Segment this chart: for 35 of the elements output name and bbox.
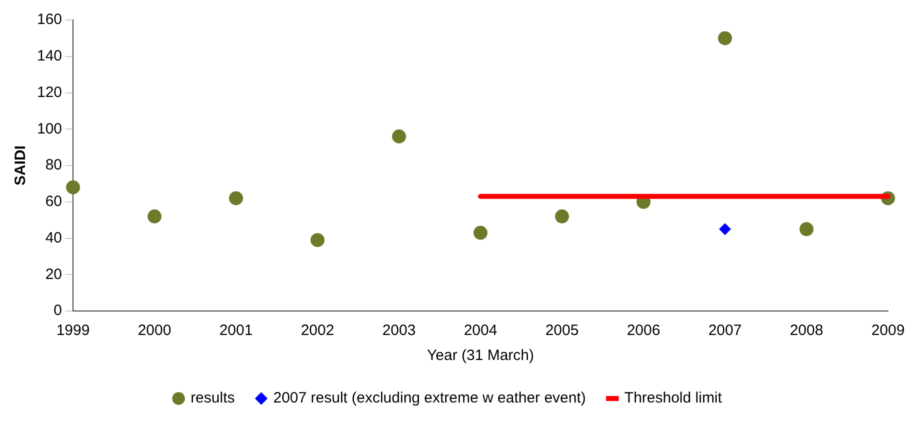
x-tick-label: 2006 [626, 322, 660, 340]
point [719, 223, 732, 236]
x-tick-label: 1999 [56, 322, 90, 340]
point [392, 129, 406, 144]
x-tick-label: 2002 [300, 322, 334, 340]
point [718, 31, 732, 46]
x-tick-label: 2005 [545, 322, 579, 340]
y-tick-label: 60 [45, 193, 62, 210]
y-tick-label: 160 [36, 11, 62, 28]
x-tick-label: 2004 [464, 322, 498, 340]
y-tick-label: 80 [45, 156, 62, 174]
y-axis-title: SAIDI [12, 145, 30, 186]
point [229, 191, 244, 206]
y-tick-label: 40 [45, 229, 62, 246]
point [555, 209, 570, 224]
x-axis-title: Year (31 March) [427, 347, 534, 364]
legend-label: Threshold limit [624, 390, 723, 407]
legend-label: 2007 result (excluding extreme w eather event) [273, 390, 586, 407]
x-tick-label: 2000 [138, 322, 172, 340]
y-tick-label: 120 [36, 84, 62, 101]
x-tick-label: 2009 [871, 322, 905, 340]
point [474, 226, 488, 240]
point [800, 222, 814, 236]
y-tick-label: 20 [45, 266, 62, 283]
y-tick-label: 0 [54, 302, 62, 320]
point [66, 180, 80, 194]
x-tick-label: 2008 [790, 322, 824, 340]
legend-label: results [190, 390, 235, 407]
x-tick-label: 2007 [708, 322, 742, 340]
x-tick-label: 2003 [382, 322, 416, 340]
y-tick-label: 100 [36, 120, 62, 138]
y-tick-label: 140 [36, 48, 62, 65]
point [148, 209, 162, 224]
x-tick-label: 2001 [219, 322, 253, 340]
point [310, 233, 325, 248]
